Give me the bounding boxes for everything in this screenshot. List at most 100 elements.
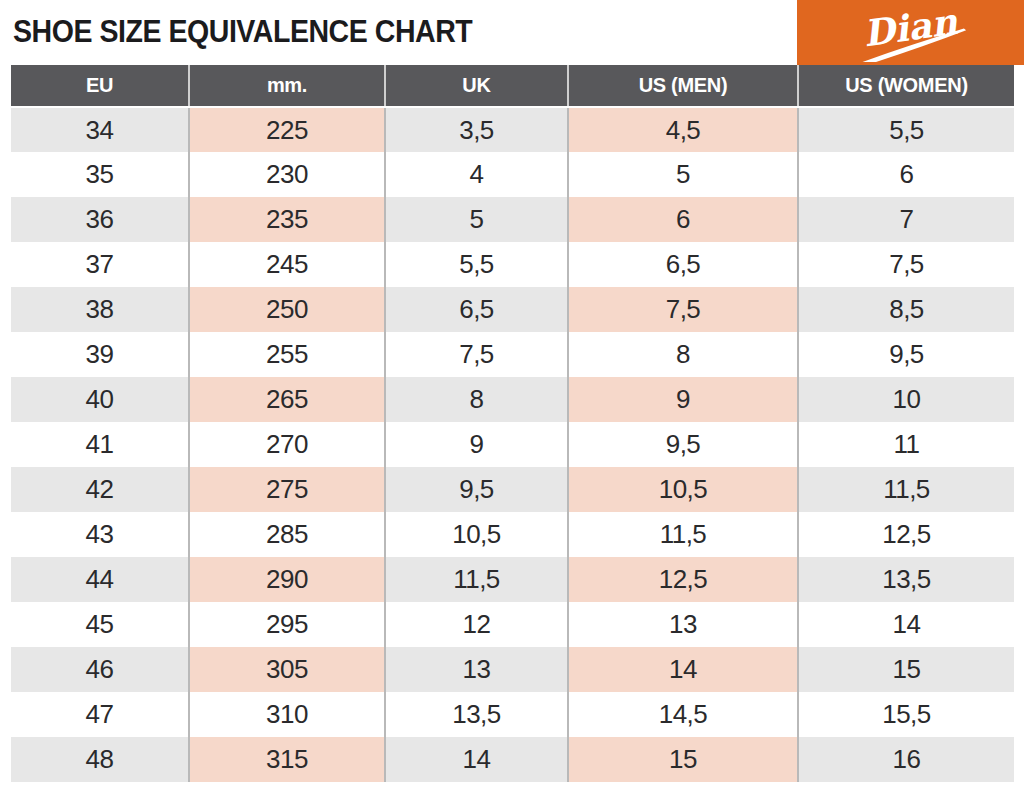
- cell-us-women: 11,5: [798, 467, 1014, 512]
- cell-uk: 5: [385, 197, 568, 242]
- cell-us-women: 9,5: [798, 332, 1014, 377]
- cell-eu: 40: [11, 377, 189, 422]
- cell-eu: 45: [11, 602, 189, 647]
- cell-uk: 9,5: [385, 467, 568, 512]
- table-row: 4127099,511: [11, 422, 1014, 467]
- cell-eu: 39: [11, 332, 189, 377]
- cell-uk: 3,5: [385, 107, 568, 152]
- cell-us-women: 7: [798, 197, 1014, 242]
- cell-us-women: 13,5: [798, 557, 1014, 602]
- table-row: 4731013,514,515,5: [11, 692, 1014, 737]
- cell-us-men: 8: [568, 332, 798, 377]
- cell-eu: 46: [11, 647, 189, 692]
- cell-us-men: 13: [568, 602, 798, 647]
- cell-us-men: 15: [568, 737, 798, 782]
- cell-uk: 6,5: [385, 287, 568, 332]
- column-header-eu: EU: [11, 65, 189, 107]
- cell-uk: 13: [385, 647, 568, 692]
- table-row: 48315141516: [11, 737, 1014, 782]
- table-body: 342253,54,55,53523045636235567372455,56,…: [11, 107, 1014, 782]
- cell-us-men: 7,5: [568, 287, 798, 332]
- cell-mm: 250: [189, 287, 385, 332]
- cell-mm: 315: [189, 737, 385, 782]
- size-table-container: EU mm. UK US (MEN) US (WOMEN) 342253,54,…: [11, 65, 1014, 782]
- cell-eu: 41: [11, 422, 189, 467]
- page-title: SHOE SIZE EQUIVALENCE CHART: [13, 14, 472, 50]
- table-row: 392557,589,5: [11, 332, 1014, 377]
- cell-uk: 5,5: [385, 242, 568, 287]
- table-header-row: EU mm. UK US (MEN) US (WOMEN): [11, 65, 1014, 107]
- cell-us-women: 10: [798, 377, 1014, 422]
- cell-mm: 245: [189, 242, 385, 287]
- column-header-mm: mm.: [189, 65, 385, 107]
- table-row: 382506,57,58,5: [11, 287, 1014, 332]
- cell-us-women: 7,5: [798, 242, 1014, 287]
- cell-uk: 7,5: [385, 332, 568, 377]
- topbar: SHOE SIZE EQUIVALENCE CHART Dian: [0, 0, 1024, 65]
- cell-us-men: 6,5: [568, 242, 798, 287]
- cell-mm: 235: [189, 197, 385, 242]
- cell-uk: 14: [385, 737, 568, 782]
- cell-mm: 285: [189, 512, 385, 557]
- cell-mm: 295: [189, 602, 385, 647]
- cell-eu: 37: [11, 242, 189, 287]
- cell-us-women: 12,5: [798, 512, 1014, 557]
- cell-us-men: 6: [568, 197, 798, 242]
- cell-uk: 12: [385, 602, 568, 647]
- table-row: 422759,510,511,5: [11, 467, 1014, 512]
- column-header-us-women: US (WOMEN): [798, 65, 1014, 107]
- cell-mm: 270: [189, 422, 385, 467]
- table-row: 372455,56,57,5: [11, 242, 1014, 287]
- table-row: 402658910: [11, 377, 1014, 422]
- cell-us-men: 9,5: [568, 422, 798, 467]
- cell-eu: 47: [11, 692, 189, 737]
- cell-us-women: 14: [798, 602, 1014, 647]
- cell-us-men: 5: [568, 152, 798, 197]
- brand-badge: Dian: [797, 0, 1024, 65]
- cell-us-men: 4,5: [568, 107, 798, 152]
- cell-uk: 11,5: [385, 557, 568, 602]
- table-row: 36235567: [11, 197, 1014, 242]
- cell-mm: 230: [189, 152, 385, 197]
- cell-us-women: 5,5: [798, 107, 1014, 152]
- column-header-us-men: US (MEN): [568, 65, 798, 107]
- cell-uk: 4: [385, 152, 568, 197]
- brand-logo-icon: Dian: [836, 4, 986, 62]
- cell-mm: 290: [189, 557, 385, 602]
- shoe-size-table: EU mm. UK US (MEN) US (WOMEN) 342253,54,…: [11, 65, 1014, 782]
- cell-eu: 35: [11, 152, 189, 197]
- cell-mm: 225: [189, 107, 385, 152]
- cell-eu: 44: [11, 557, 189, 602]
- cell-us-women: 16: [798, 737, 1014, 782]
- cell-eu: 36: [11, 197, 189, 242]
- cell-eu: 43: [11, 512, 189, 557]
- cell-us-women: 15,5: [798, 692, 1014, 737]
- cell-us-men: 14,5: [568, 692, 798, 737]
- table-row: 4328510,511,512,5: [11, 512, 1014, 557]
- cell-eu: 34: [11, 107, 189, 152]
- cell-eu: 42: [11, 467, 189, 512]
- cell-mm: 265: [189, 377, 385, 422]
- cell-us-women: 11: [798, 422, 1014, 467]
- cell-us-men: 9: [568, 377, 798, 422]
- cell-uk: 8: [385, 377, 568, 422]
- cell-mm: 305: [189, 647, 385, 692]
- table-row: 342253,54,55,5: [11, 107, 1014, 152]
- table-row: 46305131415: [11, 647, 1014, 692]
- cell-us-men: 11,5: [568, 512, 798, 557]
- column-header-uk: UK: [385, 65, 568, 107]
- cell-eu: 48: [11, 737, 189, 782]
- cell-us-men: 10,5: [568, 467, 798, 512]
- cell-eu: 38: [11, 287, 189, 332]
- cell-uk: 13,5: [385, 692, 568, 737]
- cell-uk: 10,5: [385, 512, 568, 557]
- cell-us-men: 12,5: [568, 557, 798, 602]
- page: SHOE SIZE EQUIVALENCE CHART Dian EU mm. …: [0, 0, 1024, 789]
- table-row: 4429011,512,513,5: [11, 557, 1014, 602]
- cell-us-women: 8,5: [798, 287, 1014, 332]
- cell-mm: 310: [189, 692, 385, 737]
- cell-mm: 275: [189, 467, 385, 512]
- cell-mm: 255: [189, 332, 385, 377]
- cell-uk: 9: [385, 422, 568, 467]
- table-row: 45295121314: [11, 602, 1014, 647]
